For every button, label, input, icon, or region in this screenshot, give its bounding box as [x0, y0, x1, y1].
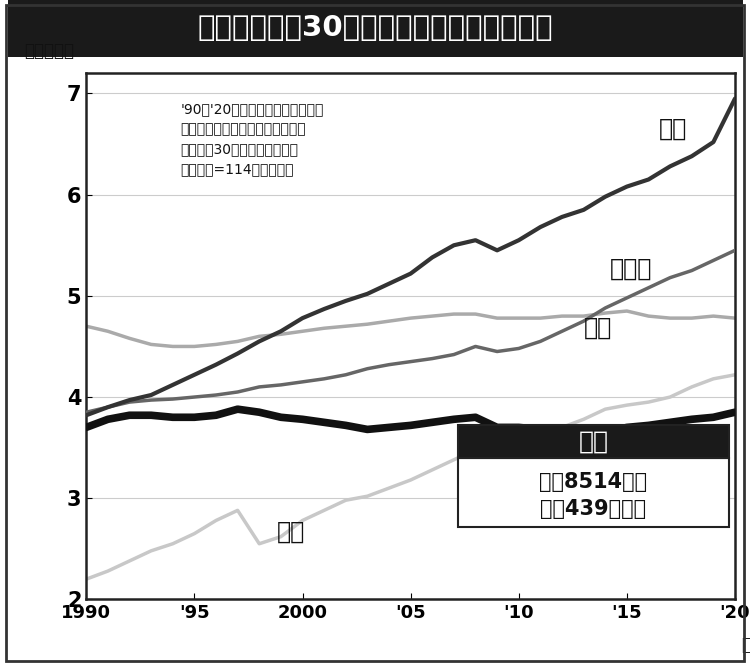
Text: （約439万円）: （約439万円） — [540, 500, 646, 519]
Text: 日本の賃金は30年間横ばいという異常事態: 日本の賃金は30年間横ばいという異常事態 — [197, 14, 553, 43]
Text: ３万8514ドル: ３万8514ドル — [539, 472, 647, 492]
Text: 日本: 日本 — [578, 430, 608, 454]
FancyBboxPatch shape — [0, 0, 750, 59]
Text: （万ドル）: （万ドル） — [25, 42, 74, 60]
Text: ドイツ: ドイツ — [610, 256, 652, 280]
Text: 英国: 英国 — [584, 315, 612, 339]
Bar — [458, 426, 728, 458]
Bar — [458, 458, 728, 527]
Text: （年）: （年） — [742, 636, 750, 654]
Text: 韓国: 韓国 — [277, 519, 304, 543]
Text: 米国: 米国 — [659, 117, 688, 141]
Text: '90～'20年の日本の賃金（年収）
は、他国と比べると上昇率が著し
く低く、30年間ほぼ横ばい。
（１ドル=114円で計算）: '90～'20年の日本の賃金（年収） は、他国と比べると上昇率が著し く低く、3… — [180, 102, 324, 176]
